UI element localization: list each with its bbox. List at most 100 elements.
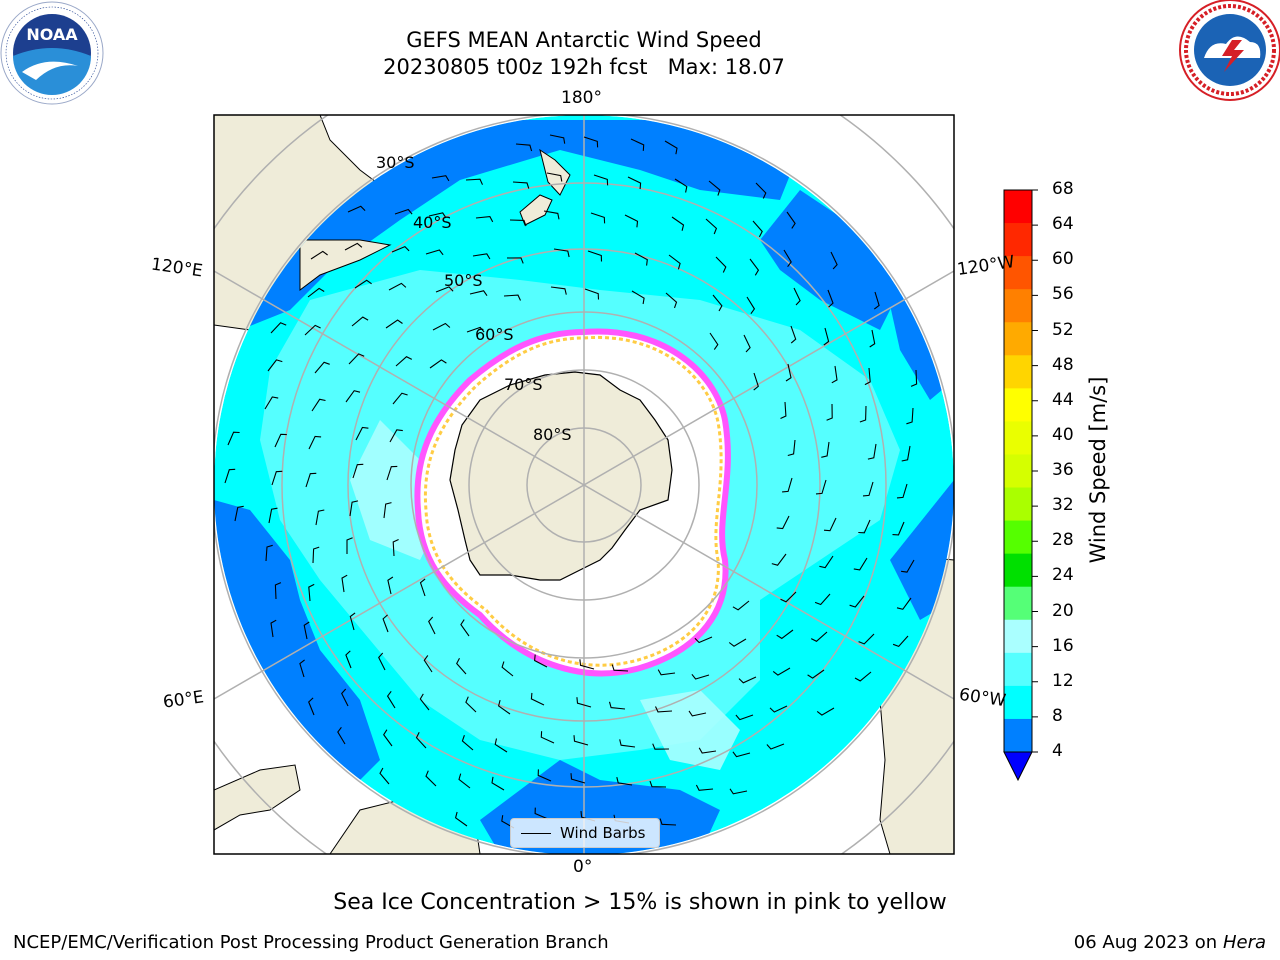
- colorbar-tick-label: 48: [1052, 354, 1074, 375]
- wind-barb: [766, 743, 785, 750]
- sea-ice-caption: Sea Ice Concentration > 15% is shown in …: [333, 890, 947, 915]
- wind-barb: [611, 664, 629, 672]
- wind-barb: [506, 257, 524, 264]
- noaa-logo: NOAA: [0, 1, 104, 105]
- wind-barb: [821, 441, 830, 458]
- wind-barb: [753, 372, 759, 391]
- wind-barb: [780, 591, 797, 603]
- colorbar-segment: [1004, 586, 1032, 621]
- wind-barb: [549, 134, 566, 144]
- wind-barb: [553, 248, 570, 258]
- wind-barb: [337, 726, 346, 745]
- colorbar-segment: [1004, 520, 1032, 555]
- wind-barb: [435, 286, 454, 293]
- wind-barb: [512, 181, 530, 189]
- wind-barb: [627, 176, 642, 190]
- wind-barb: [534, 807, 549, 820]
- colorbar: [1003, 189, 1038, 782]
- wind-barb: [385, 319, 403, 329]
- wind-barb: [305, 472, 317, 488]
- wind-barb: [732, 751, 751, 758]
- lon-label-top: 180°: [561, 88, 602, 108]
- legend-line-swatch: [521, 832, 551, 834]
- wind-barb: [265, 544, 273, 562]
- colorbar-tick-label: 44: [1052, 389, 1074, 410]
- wind-barb: [570, 773, 586, 784]
- wind-barb: [826, 403, 833, 421]
- wind-barb: [709, 332, 719, 350]
- wind-barb: [303, 621, 310, 640]
- colorbar-segment: [1004, 421, 1032, 455]
- colorbar-tick-label: 68: [1052, 179, 1074, 199]
- wind-barb: [234, 505, 244, 522]
- wind-barb: [497, 699, 511, 715]
- wind-barb: [729, 788, 748, 795]
- wind-barb: [782, 477, 793, 493]
- footer-host: Hera: [1222, 932, 1266, 953]
- wind-barb: [501, 661, 514, 677]
- lat-label-60s: 60°S: [475, 325, 514, 344]
- wind-barb: [419, 578, 426, 597]
- wind-barb: [315, 509, 325, 526]
- wind-barb: [346, 537, 353, 554]
- footer-credit: NCEP/EMC/Verification Post Processing Pr…: [13, 932, 609, 953]
- wind-barb: [746, 296, 756, 315]
- title-line-1: GEFS MEAN Antarctic Wind Speed: [406, 28, 762, 52]
- wind-barb: [816, 707, 835, 716]
- wind-barb: [728, 638, 747, 647]
- wind-barb: [515, 143, 533, 152]
- wind-barb: [649, 780, 667, 788]
- wind-barb: [823, 517, 837, 532]
- colorbar-tick-label: 4: [1052, 741, 1063, 761]
- wind-barb: [593, 174, 609, 186]
- colorbar-segment: [1004, 454, 1032, 489]
- wind-barb: [814, 593, 831, 606]
- colorbar-segment: [1004, 322, 1032, 356]
- wind-barb: [906, 407, 914, 425]
- wind-barb: [379, 767, 390, 785]
- colorbar-tick-label: 12: [1052, 670, 1074, 691]
- wind-barb: [671, 216, 685, 231]
- wind-barb: [590, 212, 606, 224]
- title-line-2: 20230805 t00z 192h fcst Max: 18.07: [383, 55, 785, 79]
- wind-barb: [394, 208, 413, 215]
- map-area: [214, 115, 954, 854]
- colorbar-segment: [1004, 256, 1032, 290]
- footer-date: 06 Aug 2023 on Hera: [1074, 932, 1266, 953]
- wind-barb: [268, 507, 278, 524]
- wind-barb: [270, 619, 277, 638]
- wind-barb: [892, 635, 909, 648]
- colorbar-segment: [1004, 190, 1032, 224]
- wind-barb: [308, 435, 322, 450]
- colorbar-tick-label: 52: [1052, 319, 1074, 340]
- wind-barb: [415, 732, 427, 749]
- wind-barb: [634, 252, 648, 266]
- wind-barb: [348, 353, 365, 365]
- colorbar-segment: [1004, 553, 1032, 588]
- wind-barb: [587, 250, 603, 262]
- lat-label-70s: 70°S: [504, 375, 543, 394]
- wind-barb: [738, 676, 757, 684]
- wind-barb: [458, 773, 471, 789]
- lat-label-30s: 30°S: [376, 153, 415, 172]
- wind-barb: [274, 582, 282, 600]
- wind-barb: [631, 290, 645, 305]
- wind-barb: [786, 211, 796, 229]
- wind-barb: [308, 697, 315, 716]
- wind-barb: [854, 671, 872, 682]
- wind-barb: [351, 316, 369, 327]
- colorbar-segment: [1004, 388, 1032, 422]
- wind-barbs: [224, 134, 918, 829]
- wind-barb: [827, 289, 834, 308]
- wind-barb: [783, 249, 792, 268]
- wind-barb: [691, 673, 710, 680]
- colorbar-tick-label: 24: [1052, 565, 1074, 586]
- wind-barb: [790, 325, 797, 344]
- wind-barb: [712, 294, 723, 312]
- wind-barb: [469, 290, 488, 297]
- wind-barb: [378, 652, 386, 671]
- wind-barb: [688, 710, 707, 717]
- wind-barb: [271, 470, 283, 486]
- wind-barb: [858, 519, 871, 534]
- wind-barb: [391, 245, 410, 253]
